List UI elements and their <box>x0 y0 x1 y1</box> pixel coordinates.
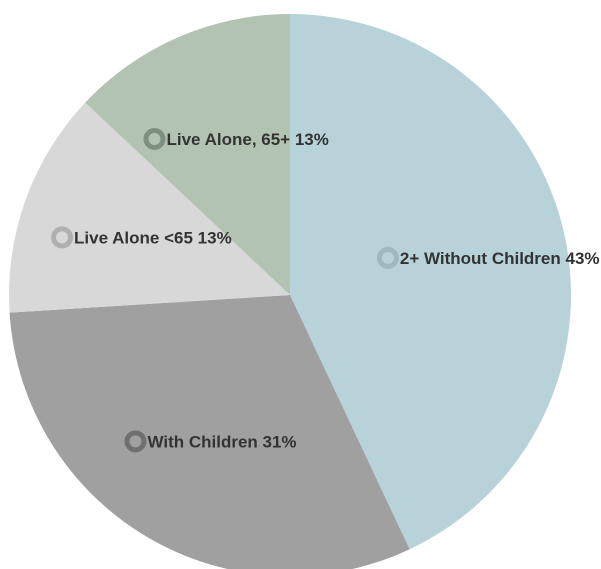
slice-label-group-live-alone-65: Live Alone, 65+ 13% <box>143 127 329 150</box>
slice-marker-2-without-children <box>376 246 399 269</box>
slice-label-live-alone-65: Live Alone, 65+ 13% <box>166 130 328 149</box>
pie-slice-with-children[interactable] <box>9 295 410 569</box>
pie-slices <box>9 14 571 569</box>
pie-labels: 2+ Without Children 43% With Children 31%… <box>51 127 600 453</box>
slice-marker-live-alone-65 <box>51 226 74 249</box>
slice-marker-live-alone-65 <box>143 127 166 150</box>
slice-label-group-live-alone-65: Live Alone <65 13% <box>51 226 232 249</box>
pie-slice-2-without-children[interactable] <box>290 14 571 550</box>
slice-label-live-alone-65: Live Alone <65 13% <box>74 228 232 247</box>
slice-label-with-children: With Children 31% <box>147 432 296 451</box>
slice-label-group-2-without-children: 2+ Without Children 43% <box>376 246 600 269</box>
slice-marker-with-children <box>124 430 147 453</box>
slice-label-2-without-children: 2+ Without Children 43% <box>400 249 600 268</box>
slice-label-group-with-children: With Children 31% <box>124 430 297 453</box>
pie-slice-live-alone-65[interactable] <box>85 14 290 295</box>
pie-slice-live-alone-65[interactable] <box>9 102 291 313</box>
